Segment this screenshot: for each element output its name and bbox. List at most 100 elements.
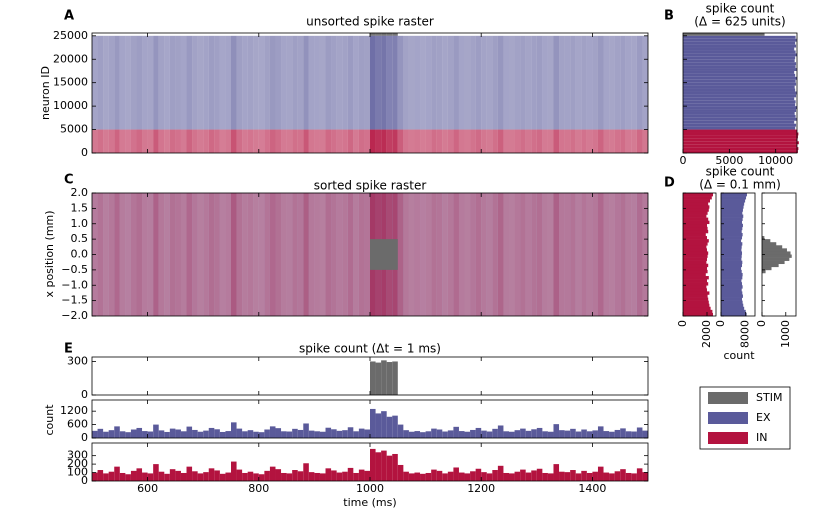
hist-bar: [762, 251, 791, 255]
hist-bar: [721, 208, 743, 212]
raster-column: [609, 193, 615, 316]
raster-column: [180, 129, 187, 153]
count-bar: [370, 408, 376, 438]
raster-column: [136, 129, 143, 153]
hist-bar: [721, 312, 747, 317]
count-bar: [353, 472, 359, 481]
raster-column: [547, 129, 554, 153]
count-bar: [442, 431, 448, 438]
hist-bar: [762, 254, 792, 258]
raster-column: [381, 33, 387, 36]
hist-bar: [683, 300, 709, 304]
raster-column: [125, 35, 131, 130]
raster-column: [553, 193, 560, 316]
raster-column: [353, 35, 359, 130]
hist-bar: [683, 285, 707, 289]
hist-bar: [683, 248, 707, 252]
count-bar: [392, 453, 398, 481]
raster-column: [514, 129, 521, 153]
raster-column: [231, 193, 237, 316]
x-tick-label: 5000: [715, 154, 743, 167]
raster-column: [586, 193, 593, 316]
count-bar: [525, 430, 532, 438]
count-bar: [164, 473, 170, 481]
y-tick-label: 0.0: [71, 248, 89, 261]
count-bar: [130, 470, 137, 481]
raster-column: [486, 129, 493, 153]
y-axis-label: x position (mm): [43, 210, 56, 297]
count-bar: [175, 429, 181, 438]
raster-column: [431, 193, 437, 316]
count-bar: [192, 429, 198, 438]
raster-column: [431, 35, 437, 130]
raster-column: [536, 193, 543, 316]
raster-column: [358, 193, 365, 316]
raster-column: [108, 35, 115, 130]
count-bar: [297, 471, 304, 481]
x-tick-label: 1400: [578, 482, 606, 495]
raster-column: [125, 129, 131, 153]
hist-bar: [721, 193, 747, 197]
hist-bar: [721, 257, 742, 261]
raster-column: [186, 193, 193, 316]
raster-column: [403, 193, 409, 316]
raster-column: [475, 129, 482, 153]
hist-bar: [683, 239, 709, 243]
raster-column: [97, 35, 104, 130]
raster-column: [331, 129, 337, 153]
count-bar: [264, 470, 270, 481]
hist-bar: [683, 312, 713, 317]
raster-column: [509, 193, 515, 316]
hist-bar: [683, 282, 709, 286]
count-bar: [425, 472, 432, 481]
y-tick-label: 300: [67, 354, 88, 367]
hist-bar: [683, 193, 713, 197]
raster-column: [547, 193, 554, 316]
count-bar: [342, 430, 348, 438]
axis-frame: [682, 32, 798, 154]
hist-bar: [683, 88, 796, 92]
raster-column: [392, 33, 398, 36]
raster-column: [470, 193, 476, 316]
raster-column: [564, 193, 571, 316]
raster-column: [208, 35, 215, 130]
raster-column: [620, 193, 626, 316]
y-tick-label: 10000: [53, 99, 88, 112]
hist-bar: [721, 291, 743, 295]
count-bar: [225, 472, 231, 481]
raster-column: [564, 35, 571, 130]
raster-column: [92, 129, 98, 153]
hist-bar: [683, 276, 709, 280]
hist-bar: [683, 38, 797, 42]
raster-column: [103, 193, 109, 316]
raster-column: [180, 35, 187, 130]
raster-column: [197, 193, 204, 316]
count-bar: [370, 448, 376, 481]
raster-column: [325, 129, 332, 153]
raster-column: [147, 35, 154, 130]
legend-label: IN: [756, 431, 767, 444]
count-bar: [564, 472, 571, 481]
raster-column: [547, 193, 554, 316]
raster-column: [314, 129, 320, 153]
count-bar: [614, 471, 621, 481]
hist-bar: [683, 68, 797, 71]
panel-title: spike count: [706, 2, 775, 16]
hist-bar: [683, 129, 797, 133]
hist-bar: [683, 35, 796, 39]
y-tick-label: 300: [67, 449, 88, 462]
raster-column: [481, 193, 487, 316]
raster-column: [103, 35, 109, 130]
count-bar: [436, 470, 443, 481]
count-bar: [509, 473, 515, 481]
count-bar: [570, 470, 576, 481]
raster-column: [592, 129, 598, 153]
raster-column: [520, 35, 526, 130]
hist-bar: [721, 223, 743, 228]
raster-column: [247, 193, 254, 316]
raster-column: [397, 193, 404, 316]
raster-column: [308, 193, 315, 316]
hist-bar: [721, 202, 745, 206]
hist-bar: [721, 300, 743, 304]
